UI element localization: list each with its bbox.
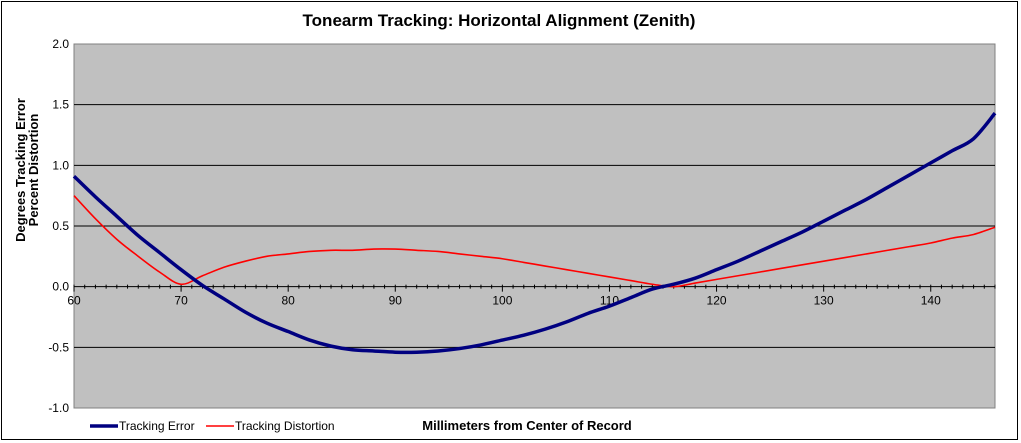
legend-label: Tracking Error	[119, 419, 195, 433]
series-line-tracking-error	[72, 112, 997, 355]
y-tick-label: -0.5	[48, 340, 69, 354]
chart-title: Tonearm Tracking: Horizontal Alignment (…	[303, 11, 696, 30]
y-tick-label: -1.0	[48, 401, 69, 415]
x-tick-label: 130	[814, 294, 834, 308]
y-tick-label: 0.5	[52, 219, 69, 233]
x-tick-label: 70	[174, 294, 188, 308]
x-axis-label: Millimeters from Center of Record	[422, 418, 632, 433]
y-axis-label: Degrees Tracking Error Percent Distortio…	[13, 98, 41, 242]
x-tick-label: 90	[389, 294, 403, 308]
y-tick-label: 1.5	[52, 98, 69, 112]
x-tick-label: 60	[67, 294, 81, 308]
x-tick-label: 80	[282, 294, 296, 308]
series-line-tracking-distortion	[73, 195, 996, 288]
legend-label: Tracking Distortion	[235, 419, 335, 433]
y-tick-label: 0.0	[52, 280, 69, 294]
y-axis-label-line-1: Degrees Tracking Error	[13, 98, 28, 242]
y-tick-label: 1.0	[52, 158, 69, 172]
plot-area: -1.0-0.50.00.51.01.52.060 70 80 90 100 110 120…	[48, 37, 997, 415]
legend: Tracking Error Tracking Distortion	[90, 419, 335, 433]
y-axis-label-line-2: Percent Distortion	[26, 114, 41, 227]
x-tick-label: 100	[492, 294, 512, 308]
x-tick-label: 120	[707, 294, 727, 308]
x-tick-label: 140	[921, 294, 941, 308]
y-tick-label: 2.0	[52, 37, 69, 51]
